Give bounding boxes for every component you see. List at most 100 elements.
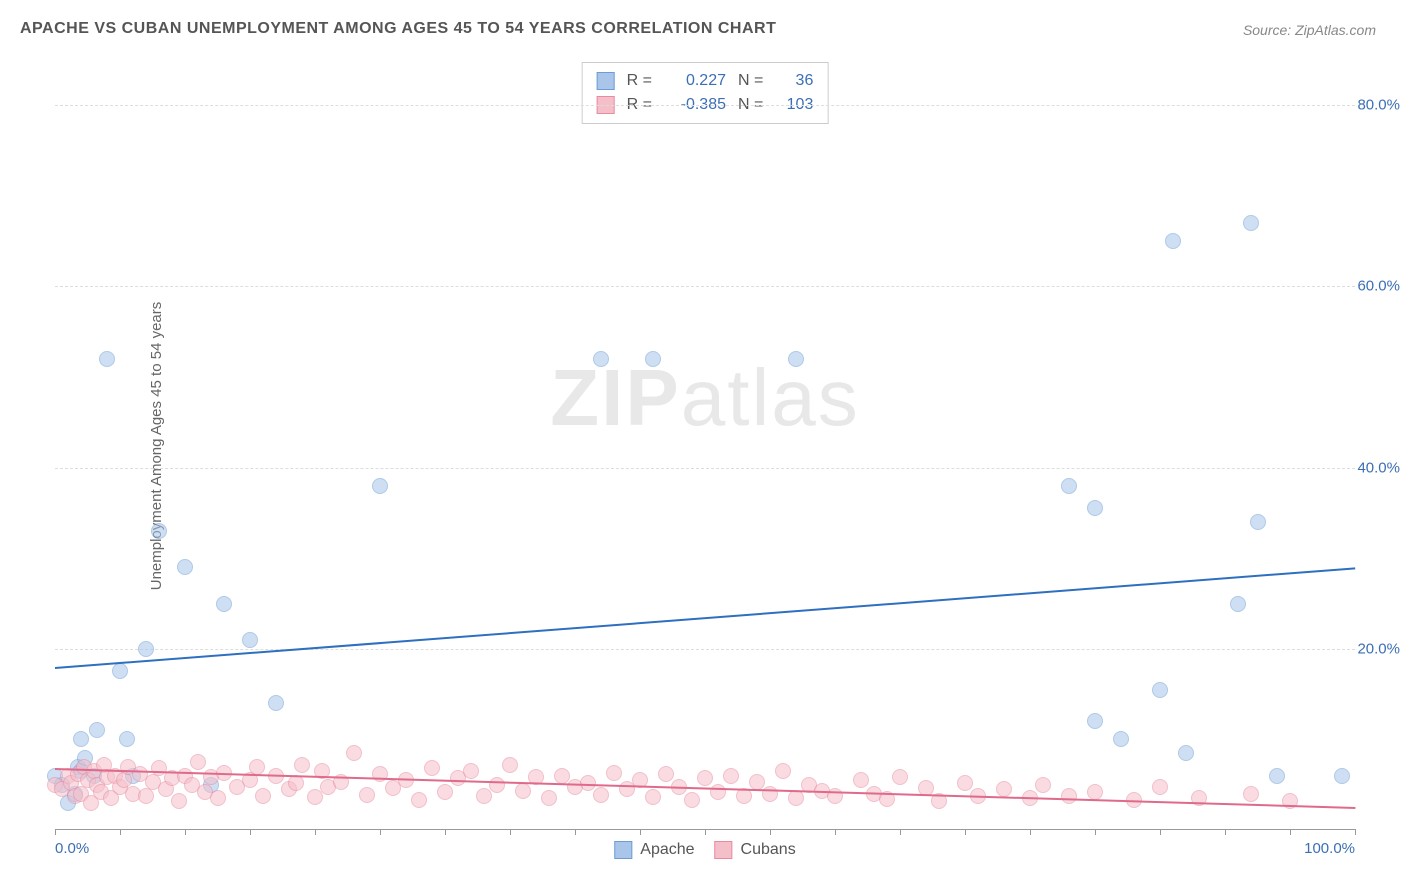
xtick (965, 829, 966, 835)
xtick (1355, 829, 1356, 835)
data-point (255, 788, 271, 804)
plot-area: ZIPatlas R =0.227N =36R =-0.385N =103 20… (55, 60, 1355, 830)
xtick (705, 829, 706, 835)
data-point (171, 793, 187, 809)
data-point (1113, 731, 1129, 747)
data-point (554, 768, 570, 784)
xtick (835, 829, 836, 835)
data-point (541, 790, 557, 806)
data-point (697, 770, 713, 786)
data-point (892, 769, 908, 785)
data-point (710, 784, 726, 800)
data-point (593, 787, 609, 803)
data-point (762, 786, 778, 802)
data-point (1152, 779, 1168, 795)
data-point (1061, 788, 1077, 804)
data-point (658, 766, 674, 782)
data-point (1243, 215, 1259, 231)
xtick (1290, 829, 1291, 835)
legend-label: Cubans (741, 841, 796, 859)
watermark-atlas: atlas (681, 353, 860, 442)
xtick (315, 829, 316, 835)
data-point (359, 787, 375, 803)
xtick (120, 829, 121, 835)
legend-item: Apache (614, 841, 694, 859)
data-point (307, 789, 323, 805)
chart-title: APACHE VS CUBAN UNEMPLOYMENT AMONG AGES … (20, 20, 776, 38)
ytick-label: 80.0% (1340, 97, 1400, 114)
data-point (151, 523, 167, 539)
data-point (346, 745, 362, 761)
data-point (1087, 500, 1103, 516)
legend-swatch (715, 841, 733, 859)
data-point (1269, 768, 1285, 784)
gridline (55, 468, 1355, 469)
data-point (957, 775, 973, 791)
xtick (900, 829, 901, 835)
data-point (210, 790, 226, 806)
data-point (684, 792, 700, 808)
n-label: N = (738, 69, 763, 93)
gridline (55, 649, 1355, 650)
data-point (502, 757, 518, 773)
legend-swatch (614, 841, 632, 859)
data-point (606, 765, 622, 781)
data-point (1243, 786, 1259, 802)
ytick-label: 40.0% (1340, 459, 1400, 476)
data-point (372, 478, 388, 494)
r-value: 0.227 (664, 69, 726, 93)
data-point (723, 768, 739, 784)
data-point (411, 792, 427, 808)
data-point (645, 351, 661, 367)
data-point (294, 757, 310, 773)
n-value: 36 (775, 69, 813, 93)
xtick (770, 829, 771, 835)
data-point (99, 351, 115, 367)
xtick (1030, 829, 1031, 835)
watermark-zip: ZIP (550, 353, 680, 442)
data-point (1061, 478, 1077, 494)
data-point (749, 774, 765, 790)
data-point (853, 772, 869, 788)
data-point (249, 759, 265, 775)
gridline (55, 105, 1355, 106)
r-label: R = (627, 69, 652, 93)
data-point (476, 788, 492, 804)
xtick (185, 829, 186, 835)
data-point (775, 763, 791, 779)
trend-line (55, 567, 1355, 669)
xtick (445, 829, 446, 835)
data-point (216, 596, 232, 612)
xtick (1225, 829, 1226, 835)
data-point (437, 784, 453, 800)
legend-stat-row: R = 0.227 N = 36 (597, 69, 814, 93)
data-point (190, 754, 206, 770)
xtick (1160, 829, 1161, 835)
series-legend: Apache Cubans (614, 841, 795, 859)
source-label: Source: ZipAtlas.com (1243, 22, 1376, 38)
legend-label: Apache (640, 841, 694, 859)
data-point (268, 695, 284, 711)
data-point (1087, 784, 1103, 800)
data-point (788, 790, 804, 806)
data-point (112, 663, 128, 679)
data-point (593, 351, 609, 367)
data-point (1334, 768, 1350, 784)
x-min-label: 0.0% (55, 840, 89, 857)
x-max-label: 100.0% (1304, 840, 1355, 857)
data-point (645, 789, 661, 805)
data-point (1250, 514, 1266, 530)
data-point (177, 559, 193, 575)
data-point (996, 781, 1012, 797)
correlation-legend: R =0.227N =36R =-0.385N =103 (582, 62, 829, 124)
xtick (250, 829, 251, 835)
data-point (788, 351, 804, 367)
data-point (138, 641, 154, 657)
data-point (73, 731, 89, 747)
xtick (1095, 829, 1096, 835)
data-point (242, 632, 258, 648)
data-point (736, 788, 752, 804)
data-point (424, 760, 440, 776)
data-point (463, 763, 479, 779)
data-point (1165, 233, 1181, 249)
